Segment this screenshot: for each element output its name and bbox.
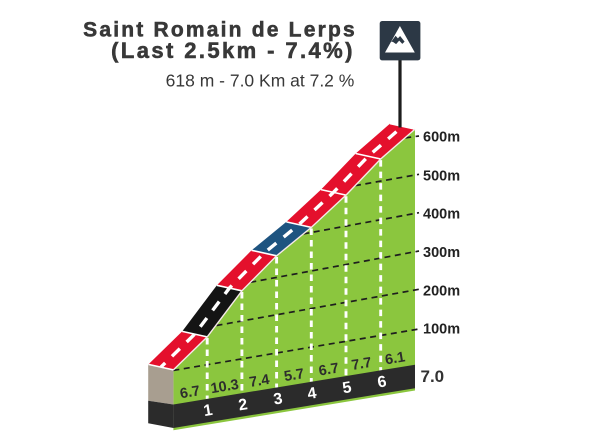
svg-text:2: 2 (237, 396, 249, 414)
svg-text:6.1: 6.1 (384, 349, 406, 368)
svg-text:300m: 300m (423, 245, 460, 261)
svg-text:500m: 500m (423, 168, 460, 184)
svg-text:1: 1 (202, 402, 214, 420)
svg-text:100m: 100m (423, 322, 460, 338)
svg-text:400m: 400m (423, 207, 460, 223)
svg-text:7.4: 7.4 (248, 372, 270, 391)
svg-text:3: 3 (272, 390, 284, 408)
svg-text:6.7: 6.7 (318, 360, 340, 379)
svg-text:7.7: 7.7 (350, 355, 372, 374)
svg-text:618 m - 7.0 Km at 7.2 %: 618 m - 7.0 Km at 7.2 % (166, 71, 355, 91)
svg-text:10.3: 10.3 (210, 377, 240, 397)
svg-text:200m: 200m (423, 283, 460, 299)
svg-text:4: 4 (306, 385, 318, 403)
svg-text:7.0: 7.0 (421, 367, 445, 386)
svg-text:Saint Romain de Lerps: Saint Romain de Lerps (83, 19, 357, 42)
svg-text:6.7: 6.7 (179, 383, 201, 402)
svg-text:(Last 2.5km - 7.4%): (Last 2.5km - 7.4%) (111, 38, 355, 63)
svg-text:5: 5 (341, 379, 353, 397)
svg-text:5.7: 5.7 (283, 366, 305, 385)
svg-text:600m: 600m (423, 130, 460, 146)
svg-text:6: 6 (376, 373, 388, 391)
